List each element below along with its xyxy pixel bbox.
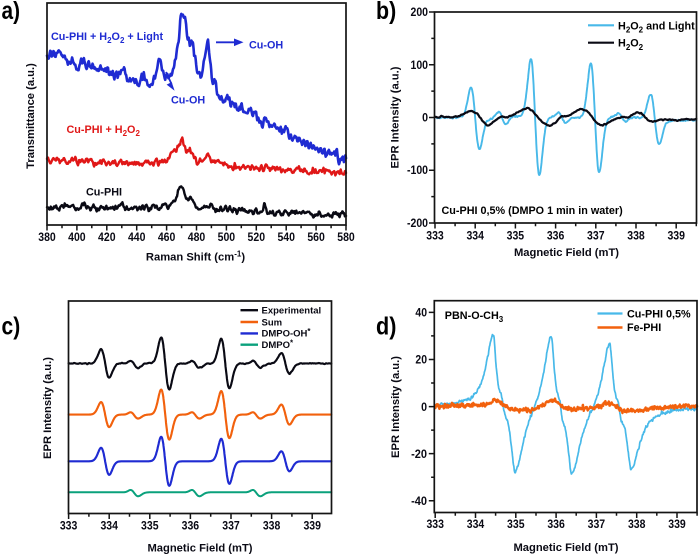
svg-text:a): a)	[2, 0, 21, 25]
svg-text:Cu-PHI: Cu-PHI	[86, 187, 122, 199]
svg-text:200: 200	[411, 5, 429, 19]
svg-text:400: 400	[68, 230, 86, 244]
svg-text:336: 336	[547, 229, 565, 243]
svg-text:40: 40	[415, 306, 427, 320]
svg-text:338: 338	[627, 229, 645, 243]
svg-text:333: 333	[60, 518, 78, 532]
svg-text:EPR Intensity (a.u.): EPR Intensity (a.u.)	[390, 66, 402, 168]
svg-text:338: 338	[263, 518, 281, 532]
svg-text:560: 560	[307, 230, 325, 244]
svg-text:Cu-PHI 0,5% (DMPO 1 min in wat: Cu-PHI 0,5% (DMPO 1 min in water)	[442, 205, 624, 217]
svg-text:335: 335	[507, 229, 525, 243]
svg-text:-200: -200	[407, 216, 428, 230]
svg-text:c): c)	[2, 313, 21, 341]
svg-text:Magnetic Field (mT): Magnetic Field (mT)	[514, 247, 619, 259]
svg-text:PBN-O-CH3: PBN-O-CH3	[445, 310, 504, 324]
svg-text:Sum: Sum	[262, 317, 283, 328]
svg-text:EPR Intensity (a.u.): EPR Intensity (a.u.)	[42, 357, 54, 459]
svg-text:420: 420	[98, 230, 116, 244]
svg-text:333: 333	[426, 229, 444, 243]
svg-text:Transmittance (a.u.): Transmittance (a.u.)	[25, 63, 37, 169]
svg-text:20: 20	[415, 353, 427, 367]
svg-text:335: 335	[141, 518, 159, 532]
svg-text:b): b)	[376, 0, 396, 25]
svg-text:-20: -20	[411, 447, 427, 461]
svg-text:339: 339	[303, 518, 321, 532]
svg-text:334: 334	[466, 229, 484, 243]
svg-text:339: 339	[668, 517, 686, 531]
svg-text:EPR Intensity (a.u.): EPR Intensity (a.u.)	[390, 356, 402, 458]
svg-text:Cu-PHI + H2O2 + Light: Cu-PHI + H2O2 + Light	[51, 31, 163, 45]
svg-text:580: 580	[337, 230, 355, 244]
svg-text:337: 337	[222, 518, 240, 532]
svg-text:Raman Shift (cm-1): Raman Shift (cm-1)	[146, 250, 245, 264]
svg-text:H2O2 and Light: H2O2 and Light	[618, 20, 695, 34]
svg-text:Cu-PHI + H2O2: Cu-PHI + H2O2	[67, 124, 141, 138]
svg-text:DMPO-OH*: DMPO-OH*	[262, 327, 312, 340]
svg-text:Magnetic Field (mT): Magnetic Field (mT)	[513, 542, 618, 554]
svg-text:500: 500	[218, 230, 236, 244]
svg-text:Cu-PHI 0,5%: Cu-PHI 0,5%	[627, 308, 691, 320]
svg-text:335: 335	[507, 517, 525, 531]
svg-text:338: 338	[628, 517, 646, 531]
svg-text:339: 339	[667, 229, 685, 243]
svg-text:0: 0	[421, 400, 427, 414]
svg-text:540: 540	[277, 230, 295, 244]
svg-text:DMPO*: DMPO*	[262, 339, 295, 352]
svg-text:334: 334	[467, 517, 485, 531]
svg-text:Magnetic Field (mT): Magnetic Field (mT)	[147, 543, 252, 555]
svg-text:Cu-OH: Cu-OH	[249, 40, 283, 52]
svg-text:-40: -40	[411, 494, 427, 508]
svg-text:520: 520	[248, 230, 266, 244]
svg-text:337: 337	[587, 229, 605, 243]
svg-text:100: 100	[411, 58, 429, 72]
svg-text:333: 333	[426, 517, 444, 531]
svg-text:460: 460	[158, 230, 176, 244]
svg-text:Cu-OH: Cu-OH	[171, 95, 205, 107]
svg-text:440: 440	[128, 230, 146, 244]
svg-text:Fe-PHI: Fe-PHI	[627, 322, 661, 334]
svg-text:Experimental: Experimental	[262, 306, 322, 317]
svg-text:380: 380	[38, 230, 56, 244]
svg-text:H2O2: H2O2	[618, 38, 644, 52]
svg-text:-100: -100	[407, 163, 428, 177]
svg-text:336: 336	[547, 517, 565, 531]
svg-text:334: 334	[100, 518, 118, 532]
svg-text:336: 336	[182, 518, 200, 532]
svg-text:0: 0	[422, 111, 428, 125]
svg-text:480: 480	[188, 230, 206, 244]
svg-text:337: 337	[588, 517, 606, 531]
svg-text:d): d)	[376, 313, 396, 341]
